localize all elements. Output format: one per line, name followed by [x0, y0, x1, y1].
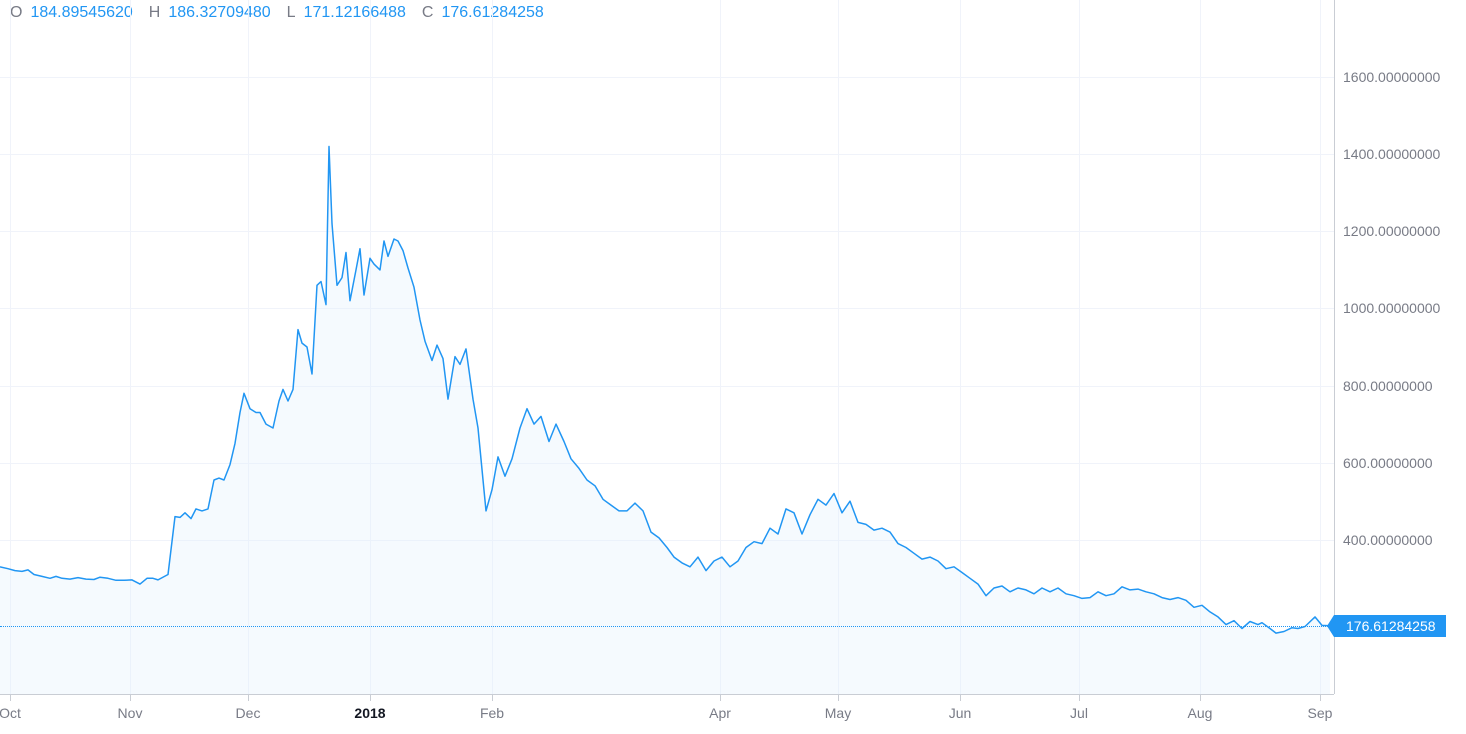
- price-chart[interactable]: O 184.89545620 H 186.32709480 L 171.1216…: [0, 0, 1466, 734]
- x-tick-label: Nov: [118, 705, 143, 721]
- x-tick-label: May: [825, 705, 851, 721]
- x-tick-label: Apr: [709, 705, 731, 721]
- x-tick-label: Feb: [480, 705, 504, 721]
- x-tick-label: Jun: [949, 705, 972, 721]
- x-tick-label: Aug: [1188, 705, 1213, 721]
- x-tick-label: Sep: [1308, 705, 1333, 721]
- y-tick-label: 600.00000000: [1343, 455, 1433, 471]
- y-tick-label: 1200.00000000: [1343, 223, 1440, 239]
- y-tick-label: 1000.00000000: [1343, 300, 1440, 316]
- x-axis: Oct Nov Dec 2018 Feb Apr May Jun Jul Aug Sep: [0, 694, 1334, 734]
- y-tick-label: 800.00000000: [1343, 378, 1433, 394]
- x-tick-label: Jul: [1070, 705, 1088, 721]
- current-price-line: [0, 626, 1334, 627]
- x-tick-label: 2018: [354, 705, 385, 721]
- chart-plot-area[interactable]: [0, 0, 1334, 694]
- price-line-path: [0, 0, 1334, 694]
- y-axis: 1600.00000000 1400.00000000 1200.00000000 1…: [1334, 0, 1466, 694]
- current-price-badge-value: 176.61284258: [1346, 618, 1436, 634]
- x-tick-label: Oct: [0, 705, 21, 721]
- x-tick-label: Dec: [236, 705, 261, 721]
- current-price-badge: 176.61284258: [1334, 615, 1446, 637]
- y-tick-label: 1600.00000000: [1343, 69, 1440, 85]
- y-tick-label: 1400.00000000: [1343, 146, 1440, 162]
- y-tick-label: 400.00000000: [1343, 532, 1433, 548]
